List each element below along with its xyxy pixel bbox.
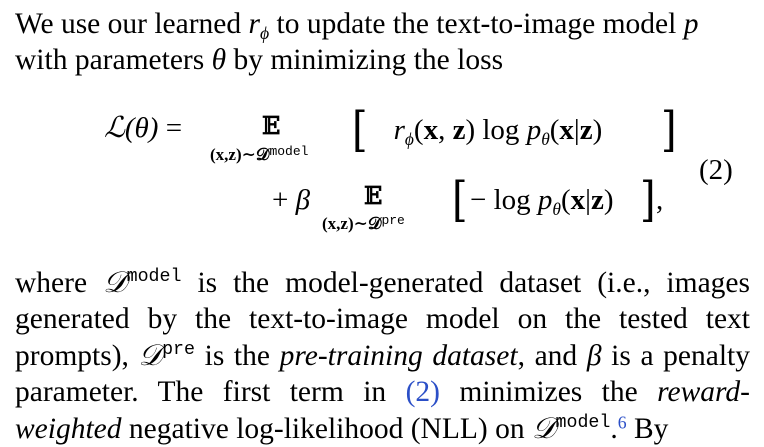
equation-lhs: ℒ(θ) = [104, 112, 183, 144]
expectation-operator-2: 𝔼 [364, 181, 383, 210]
theta-symbol: θ [211, 44, 227, 76]
expectation-operator-1: 𝔼 [262, 111, 281, 140]
text: to update the text-to-image model [269, 8, 684, 40]
equation-number: (2) [699, 154, 733, 186]
bracket-open-2: [ [452, 172, 468, 228]
term-2: − log pθ(x|z) [470, 184, 614, 220]
pretraining-dataset-term: pre-training dataset [279, 340, 518, 372]
expectation-subscript-1: (x,z)∼𝒟model [210, 144, 309, 164]
explanation-paragraph: where 𝒟model is the model-generated data… [15, 265, 750, 445]
dataset-symbol: 𝒟 [138, 338, 163, 372]
dataset-symbol: 𝒟 [103, 265, 127, 299]
bracket-close-1: ] [661, 102, 677, 158]
reward-symbol: rϕ [248, 8, 270, 44]
text: by minimizing the loss [226, 44, 504, 76]
plus-beta: + β [272, 184, 311, 216]
term-1-full: − rϕ(x, z) log pθ(x|z) [393, 114, 603, 150]
model-symbol: p [683, 8, 699, 40]
text: with parameters [15, 44, 212, 76]
text: We use our learned [15, 8, 249, 40]
expectation-subscript-2: (x,z)∼𝒟pre [322, 213, 405, 233]
bracket-open-1: [ [352, 102, 368, 158]
beta-symbol: β [586, 340, 602, 372]
equation-comma: , [656, 184, 664, 216]
intro-paragraph: We use our learned rϕ to update the text… [15, 6, 750, 78]
dataset-symbol: 𝒟 [531, 411, 556, 445]
reward-weighted-term: reward-weighted [15, 376, 750, 445]
equation-reference-link[interactable]: (2) [405, 376, 440, 408]
bracket-close-2: ] [640, 172, 656, 228]
footnote-link[interactable]: 6 [617, 412, 627, 433]
